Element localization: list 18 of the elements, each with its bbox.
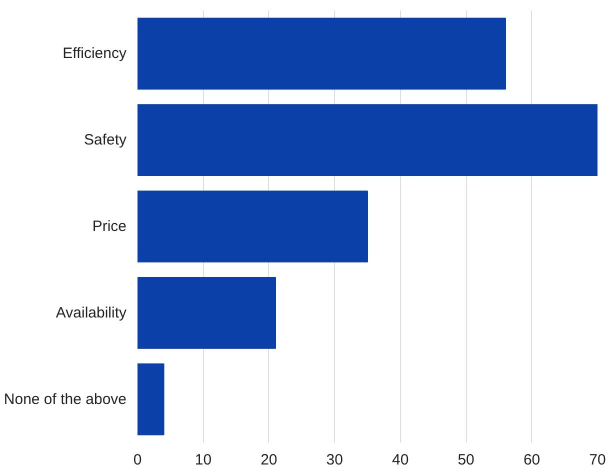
x-tick-label: 70 — [589, 452, 606, 467]
bar — [138, 276, 276, 349]
bar — [138, 104, 598, 176]
x-tick-label: 10 — [194, 452, 212, 467]
y-tick-label: Price — [92, 218, 127, 235]
x-tick-label: 30 — [326, 452, 343, 467]
y-tick-label: Efficiency — [62, 45, 127, 62]
y-tick-label: None of the above — [4, 390, 126, 408]
y-tick-label: Safety — [84, 132, 127, 149]
x-tick-label: 60 — [523, 452, 540, 467]
bar — [138, 363, 164, 436]
x-tick-label: 0 — [133, 452, 142, 467]
bar — [138, 18, 506, 90]
x-tick-label: 40 — [392, 452, 409, 467]
x-tick-label: 50 — [458, 452, 474, 467]
bar — [138, 190, 368, 262]
y-tick-label: Availability — [56, 304, 127, 322]
x-tick-label: 20 — [260, 452, 278, 467]
